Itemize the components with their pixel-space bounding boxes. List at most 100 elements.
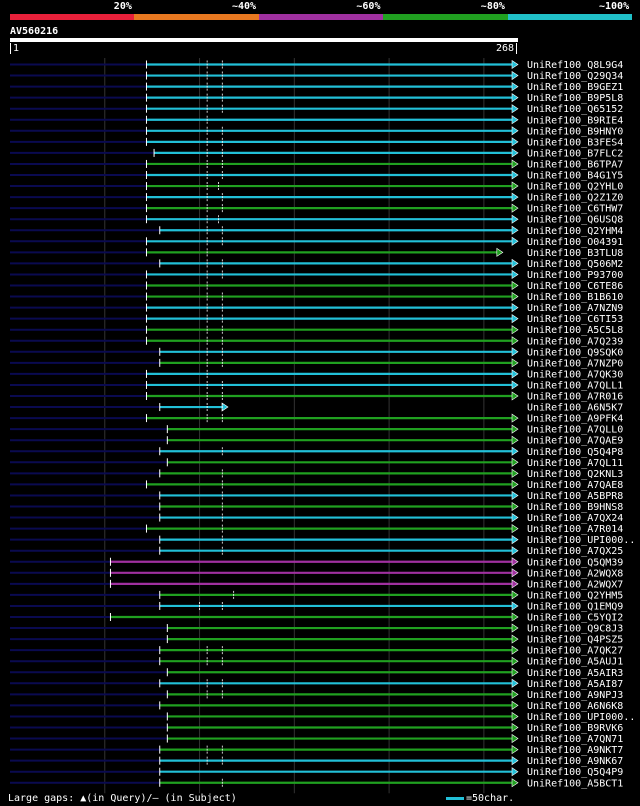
identity-scale-bar [10, 14, 632, 20]
hit-name: UniRef100_A7QAE8 [527, 480, 623, 491]
hit-name: UniRef100_B9RVK6 [527, 723, 623, 734]
hit-name: UniRef100_UPI000.. [527, 712, 635, 723]
hit-name: UniRef100_A9PFK4 [527, 414, 623, 425]
scale-segment [134, 14, 259, 20]
hit-name: UniRef100_Q9C8J3 [527, 624, 623, 635]
hit-name: UniRef100_A5C5L8 [527, 325, 623, 336]
hit-end-arrow [511, 347, 519, 357]
hit-name: UniRef100_B9RIE4 [527, 115, 623, 126]
query-bar [10, 38, 518, 42]
hit-end-arrow [511, 546, 519, 556]
hit-name: UniRef100_A7Q239 [527, 336, 623, 347]
hit-end-arrow [511, 336, 519, 346]
hit-name: UniRef100_A7QAE9 [527, 436, 623, 447]
hit-name: UniRef100_B9HNY0 [527, 126, 623, 137]
hit-end-arrow [511, 579, 519, 589]
hit-end-arrow [511, 468, 519, 478]
hit-end-arrow [511, 700, 519, 710]
hit-name: UniRef100_Q5Q4P8 [527, 447, 623, 458]
hit-name: UniRef100_O04391 [527, 237, 623, 248]
hit-name: UniRef100_A5AUJ1 [527, 657, 623, 668]
hit-name: UniRef100_A7NZN9 [527, 303, 623, 314]
hit-end-arrow [511, 656, 519, 666]
hit-end-arrow [511, 678, 519, 688]
hit-end-arrow [511, 214, 519, 224]
hit-name: UniRef100_C6TE86 [527, 281, 623, 292]
hit-end-arrow [511, 170, 519, 180]
hit-end-arrow [511, 291, 519, 302]
hit-name: UniRef100_A7QLL0 [527, 425, 623, 436]
hit-name: UniRef100_B9GEZ1 [527, 82, 623, 93]
hit-end-arrow [511, 59, 519, 70]
hit-end-arrow [221, 402, 229, 412]
hit-end-arrow [511, 711, 519, 722]
hit-end-arrow [511, 70, 519, 81]
hit-end-arrow [511, 137, 519, 147]
hit-name: UniRef100_UPI000.. [527, 535, 635, 546]
hit-end-arrow [511, 203, 519, 213]
hit-end-arrow [511, 236, 519, 246]
hit-end-arrow [511, 314, 519, 324]
hit-name: UniRef100_A5BPR8 [527, 491, 623, 502]
hit-end-arrow [511, 535, 519, 545]
hit-end-arrow [511, 104, 519, 114]
hit-name: UniRef100_Q6USQ8 [527, 215, 623, 226]
hit-name: UniRef100_A7QL11 [527, 458, 623, 469]
hit-end-arrow [511, 82, 519, 92]
hit-end-arrow [511, 733, 519, 744]
hit-end-arrow [511, 192, 519, 202]
hit-end-arrow [511, 435, 519, 445]
query-end-position: 268 [496, 43, 518, 54]
hit-end-arrow [511, 258, 519, 268]
hit-name: UniRef100_A7R016 [527, 392, 623, 403]
hit-name: UniRef100_B7FLC2 [527, 148, 623, 159]
hit-end-arrow [511, 612, 519, 622]
hit-name: UniRef100_B6TPA7 [527, 159, 623, 170]
hit-name: UniRef100_B4G1Y5 [527, 171, 623, 182]
hit-end-arrow [511, 557, 519, 567]
hit-end-arrow [511, 181, 519, 191]
hit-name: UniRef100_B3FES4 [527, 137, 623, 148]
hit-name: UniRef100_B9HNS8 [527, 502, 623, 513]
hit-name: UniRef100_Q8L9G4 [527, 60, 623, 71]
hit-name: UniRef100_A5AIR3 [527, 668, 623, 679]
hit-end-arrow [511, 225, 519, 235]
hit-name: UniRef100_A7QN71 [527, 734, 623, 745]
hit-name: UniRef100_Q2KNL3 [527, 469, 623, 480]
hit-end-arrow [511, 756, 519, 766]
hit-name: UniRef100_A2WQX8 [527, 568, 623, 579]
hit-name: UniRef100_A2WQX7 [527, 579, 623, 590]
hit-end-arrow [511, 269, 519, 280]
hit-name: UniRef100_A5BCT1 [527, 778, 623, 789]
hit-name: UniRef100_C6TI53 [527, 314, 623, 325]
hit-end-arrow [511, 601, 519, 611]
hit-end-arrow [511, 568, 519, 578]
hit-end-arrow [511, 413, 519, 423]
query-start-position: 1 [10, 43, 19, 54]
scale-label: ~100% [599, 1, 630, 12]
hit-end-arrow [511, 490, 519, 501]
hit-name: UniRef100_Q5Q4P9 [527, 767, 623, 778]
hit-name: UniRef100_A9NKT7 [527, 745, 623, 756]
hit-name: UniRef100_A7R014 [527, 524, 623, 535]
hit-name: UniRef100_A6N6K8 [527, 701, 623, 712]
legend-line-sample [446, 796, 464, 800]
scale-label: ~80% [480, 1, 505, 12]
scale-segment [383, 14, 508, 20]
hit-name: UniRef100_A9NK67 [527, 756, 623, 767]
hit-name: UniRef100_Q5QM39 [527, 557, 623, 568]
hit-end-arrow [511, 391, 519, 401]
hit-end-arrow [511, 358, 519, 368]
hit-end-arrow [511, 325, 519, 335]
scale-legend: =50char. [446, 793, 514, 804]
hit-name: UniRef100_Q2YHM5 [527, 590, 623, 601]
hit-name: UniRef100_C6THW7 [527, 204, 623, 215]
hit-name: UniRef100_B3TLU8 [527, 248, 623, 259]
hit-name: UniRef100_A7QX25 [527, 546, 623, 557]
scale-segment [258, 14, 384, 20]
hit-end-arrow [511, 93, 519, 103]
hit-end-arrow [511, 501, 519, 512]
hit-end-arrow [511, 380, 519, 390]
hit-name: UniRef100_B1B610 [527, 292, 623, 303]
